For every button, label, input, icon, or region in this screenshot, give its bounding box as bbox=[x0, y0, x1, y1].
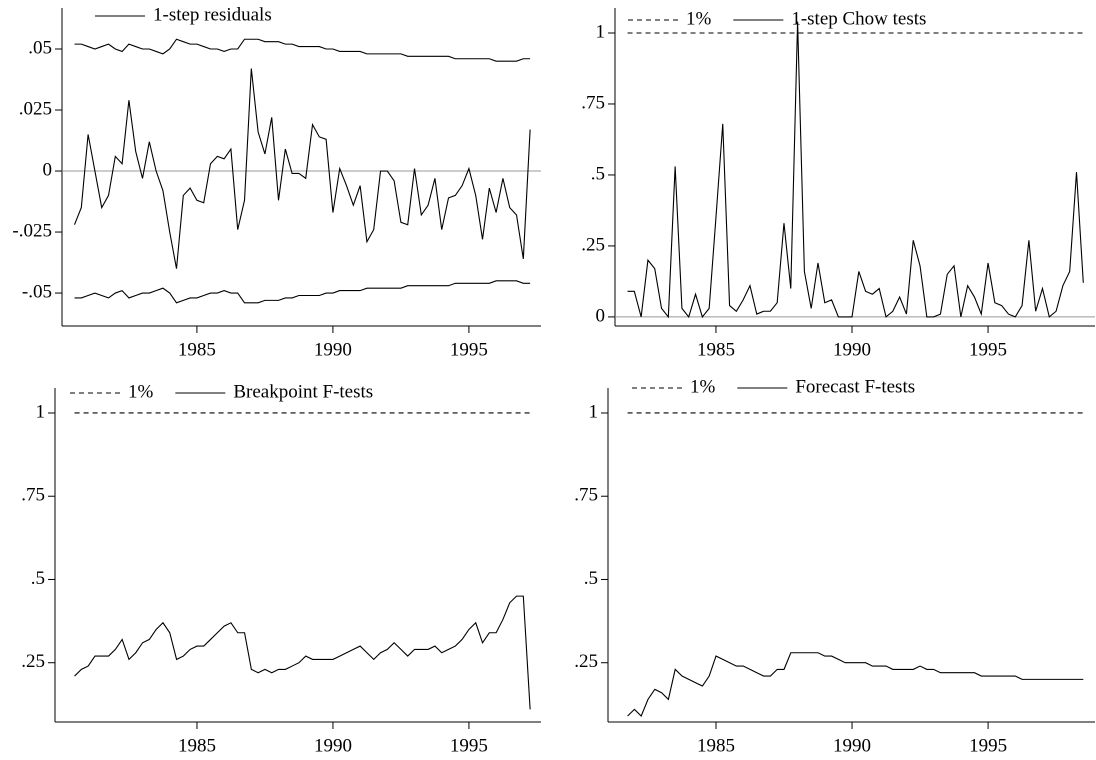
legend-label: Breakpoint F-tests bbox=[233, 381, 373, 402]
x-tick-label: 1995 bbox=[969, 339, 1007, 360]
y-tick-label: .25 bbox=[581, 234, 605, 255]
x-tick-label: 1990 bbox=[833, 735, 871, 756]
x-tick-label: 1985 bbox=[697, 735, 735, 756]
legend-label: 1% bbox=[128, 381, 154, 402]
x-tick-label: 1995 bbox=[450, 735, 488, 756]
y-tick-label: .025 bbox=[19, 98, 52, 119]
y-tick-label: 0 bbox=[596, 305, 606, 326]
y-tick-label: .25 bbox=[21, 651, 45, 672]
x-tick-label: 1985 bbox=[697, 339, 735, 360]
y-tick-label: .25 bbox=[574, 651, 598, 672]
legend-label: 1% bbox=[690, 376, 716, 397]
y-tick-label: 1 bbox=[596, 21, 606, 42]
x-tick-label: 1995 bbox=[450, 339, 488, 360]
series-line bbox=[627, 21, 1084, 319]
y-tick-label: -.05 bbox=[22, 281, 52, 302]
y-tick-label: .5 bbox=[591, 163, 605, 184]
legend-label: Forecast F-tests bbox=[795, 376, 915, 397]
y-tick-label: .05 bbox=[28, 37, 52, 58]
x-tick-label: 1990 bbox=[314, 735, 352, 756]
y-tick-label: 1 bbox=[589, 401, 599, 422]
x-tick-label: 1990 bbox=[833, 339, 871, 360]
y-tick-label: .5 bbox=[584, 568, 598, 589]
legend-label: 1% bbox=[686, 8, 712, 29]
x-tick-label: 1990 bbox=[314, 339, 352, 360]
series-line bbox=[74, 38, 531, 62]
series-line bbox=[74, 595, 531, 710]
series-line bbox=[74, 280, 531, 304]
y-tick-label: .75 bbox=[21, 485, 45, 506]
x-tick-label: 1985 bbox=[178, 735, 216, 756]
y-tick-label: .5 bbox=[31, 568, 45, 589]
x-tick-label: 1985 bbox=[178, 339, 216, 360]
series-line bbox=[73, 68, 531, 269]
legend-label: 1-step Chow tests bbox=[791, 8, 926, 29]
y-tick-label: -.025 bbox=[12, 220, 52, 241]
x-tick-label: 1995 bbox=[969, 735, 1007, 756]
legend-label: 1-step residuals bbox=[153, 4, 272, 25]
y-tick-label: .75 bbox=[574, 485, 598, 506]
y-tick-label: .75 bbox=[581, 92, 605, 113]
y-tick-label: 1 bbox=[36, 401, 46, 422]
series-line bbox=[627, 652, 1084, 717]
y-tick-label: 0 bbox=[43, 159, 53, 180]
